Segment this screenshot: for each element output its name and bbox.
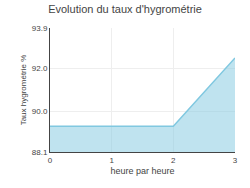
svg-text:90.0: 90.0 xyxy=(32,107,48,116)
svg-text:1: 1 xyxy=(109,156,114,165)
svg-text:92.0: 92.0 xyxy=(32,64,48,73)
svg-text:Taux hygrométrie %: Taux hygrométrie % xyxy=(19,55,28,126)
svg-text:Evolution du taux d'hygrométri: Evolution du taux d'hygrométrie xyxy=(48,3,202,15)
svg-text:0: 0 xyxy=(48,156,53,165)
svg-text:2: 2 xyxy=(171,156,176,165)
svg-text:heure par heure: heure par heure xyxy=(110,166,174,176)
svg-text:3: 3 xyxy=(233,156,238,165)
svg-text:93.9: 93.9 xyxy=(32,24,48,33)
svg-text:88.1: 88.1 xyxy=(32,148,48,157)
